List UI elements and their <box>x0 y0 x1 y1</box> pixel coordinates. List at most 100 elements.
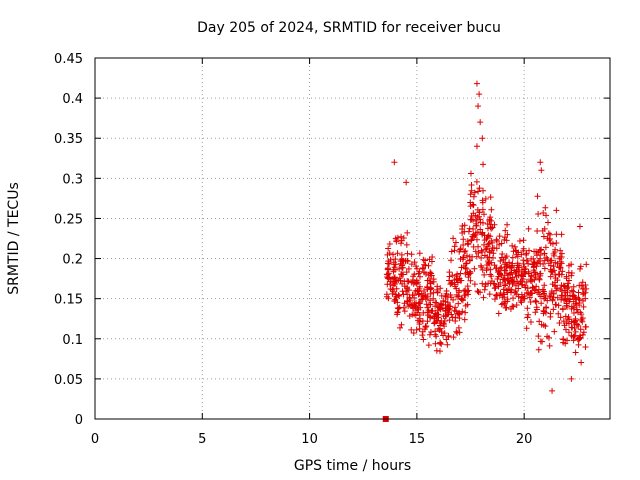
data-point <box>553 287 560 294</box>
data-point <box>393 237 400 244</box>
data-point <box>553 231 560 238</box>
data-point <box>449 279 456 286</box>
x-tick-label: 20 <box>516 432 533 447</box>
data-point <box>467 277 474 284</box>
data-point <box>574 321 581 328</box>
data-point <box>404 229 411 236</box>
data-point <box>544 333 551 340</box>
data-point <box>448 280 455 287</box>
data-point <box>384 271 391 278</box>
data-point <box>424 277 431 284</box>
data-point <box>449 272 456 279</box>
data-point <box>459 230 466 237</box>
data-point <box>427 290 434 297</box>
data-point <box>560 282 567 289</box>
data-point <box>387 281 394 288</box>
data-point <box>466 257 473 264</box>
data-point <box>475 289 482 296</box>
data-point <box>438 292 445 299</box>
data-point <box>583 261 590 268</box>
data-point <box>440 313 447 320</box>
data-point <box>469 233 476 240</box>
data-point <box>403 269 410 276</box>
data-point <box>497 290 504 297</box>
data-point <box>552 283 559 290</box>
data-point <box>437 285 444 292</box>
data-point <box>528 290 535 297</box>
data-point <box>455 324 462 331</box>
data-point <box>579 315 586 322</box>
data-point <box>513 248 520 255</box>
data-point <box>527 319 534 326</box>
data-point <box>392 266 399 273</box>
data-point <box>404 298 411 305</box>
data-point <box>571 294 578 301</box>
data-point <box>483 267 490 274</box>
data-point <box>553 240 560 247</box>
data-point <box>562 326 569 333</box>
data-point <box>503 304 510 311</box>
data-point <box>521 266 528 273</box>
data-point <box>427 328 434 335</box>
data-point <box>544 297 551 304</box>
data-point <box>429 307 436 314</box>
data-point <box>418 296 425 303</box>
data-point <box>457 270 464 277</box>
data-point <box>399 288 406 295</box>
data-point <box>575 289 582 296</box>
data-point <box>473 80 480 87</box>
data-point <box>400 304 407 311</box>
data-point <box>503 253 510 260</box>
data-point <box>487 233 494 240</box>
data-point <box>386 241 393 248</box>
data-point <box>549 387 556 394</box>
data-point <box>547 313 554 320</box>
data-point <box>473 253 480 260</box>
data-point <box>524 314 531 321</box>
data-point <box>535 257 542 264</box>
data-point <box>532 274 539 281</box>
data-point <box>574 309 581 316</box>
data-point <box>498 240 505 247</box>
data-point <box>570 283 577 290</box>
data-point <box>577 326 584 333</box>
data-point <box>509 254 516 261</box>
data-point <box>419 265 426 272</box>
data-point <box>545 230 552 237</box>
data-point <box>559 268 566 275</box>
data-point <box>468 237 475 244</box>
data-point <box>471 281 478 288</box>
data-point <box>557 253 564 260</box>
data-point <box>522 282 529 289</box>
data-point <box>547 266 554 273</box>
data-point <box>452 304 459 311</box>
data-point <box>392 261 399 268</box>
data-point <box>542 244 549 251</box>
data-point <box>549 297 556 304</box>
data-point <box>535 249 542 256</box>
data-point <box>433 318 440 325</box>
data-point <box>552 301 559 308</box>
data-point <box>541 282 548 289</box>
data-point <box>535 346 542 353</box>
data-point <box>465 241 472 248</box>
data-point <box>468 181 475 188</box>
data-point <box>408 261 415 268</box>
data-point <box>458 277 465 284</box>
data-point <box>436 348 443 355</box>
data-point <box>473 143 480 150</box>
data-point <box>558 250 565 257</box>
data-point <box>509 242 516 249</box>
data-point <box>471 265 478 272</box>
data-point <box>395 305 402 312</box>
data-point <box>568 287 575 294</box>
data-point <box>475 188 482 195</box>
data-point <box>547 273 554 280</box>
data-point <box>419 332 426 339</box>
data-points <box>382 80 590 422</box>
data-point <box>512 288 519 295</box>
data-point <box>470 193 477 200</box>
data-point <box>468 236 475 243</box>
data-point <box>528 273 535 280</box>
data-point <box>462 265 469 272</box>
